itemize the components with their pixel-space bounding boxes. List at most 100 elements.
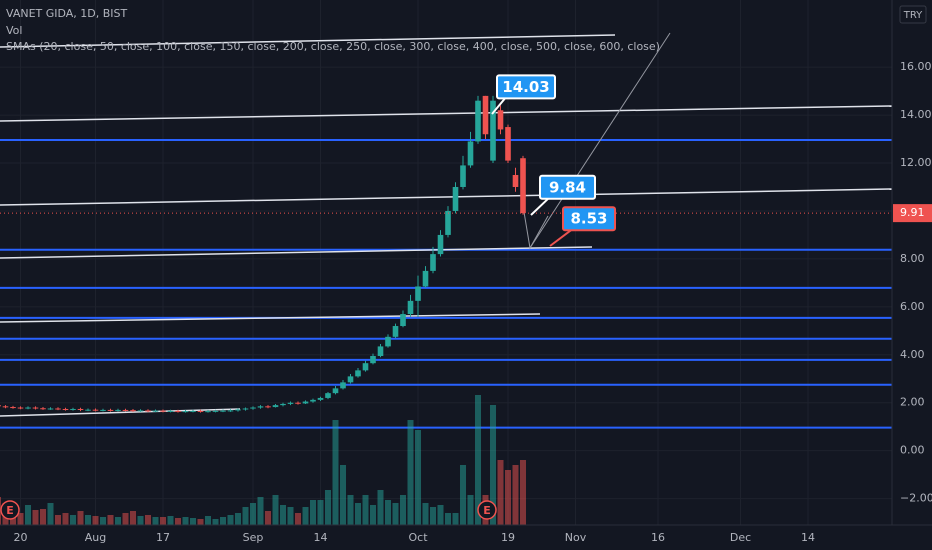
candle-body — [10, 407, 16, 409]
volume-bar — [362, 495, 369, 525]
volume-bar — [220, 517, 226, 525]
candle-body — [370, 355, 376, 364]
x-tick-label: 19 — [501, 531, 515, 544]
y-tick-label: 0.00 — [900, 444, 925, 457]
candle-body — [317, 397, 324, 400]
x-tick-label: Aug — [85, 531, 106, 544]
candle-body — [2, 406, 9, 408]
currency-box[interactable] — [899, 5, 927, 24]
volume-bar — [100, 517, 106, 525]
candle-body — [452, 186, 459, 211]
volume-bar — [422, 503, 429, 525]
earnings-icon[interactable] — [0, 500, 20, 520]
callout-label: 8.53 — [570, 210, 607, 228]
earnings-label[interactable]: E — [6, 504, 14, 517]
candle-body — [40, 408, 46, 410]
candle-body — [25, 407, 31, 409]
volume-bar — [160, 517, 166, 525]
candle-body — [77, 408, 84, 410]
candle-body — [287, 402, 294, 404]
price-axis — [892, 0, 932, 525]
y-tick-label: 14.00 — [900, 108, 932, 121]
volume-bar — [17, 513, 24, 525]
volume-bar — [40, 509, 46, 525]
candle-body — [137, 410, 144, 412]
candle-body — [355, 370, 361, 377]
volume-bar — [497, 460, 504, 525]
trend-line — [0, 313, 541, 323]
volume-bar — [70, 515, 76, 525]
earnings-label[interactable]: E — [483, 504, 491, 517]
volume-bar — [235, 513, 241, 525]
x-tick-label: 17 — [156, 531, 170, 544]
candle-body — [62, 408, 69, 410]
volume-bar — [242, 507, 249, 525]
last-price-label: 9.91 — [900, 206, 925, 219]
volume-legend: Vol — [6, 24, 22, 37]
candle-body — [362, 363, 369, 371]
path-line — [523, 211, 549, 250]
volume-bar — [355, 503, 361, 525]
candle-body — [325, 393, 331, 398]
volume-bar — [25, 505, 31, 525]
volume-bar — [167, 516, 174, 525]
candle-body — [467, 141, 474, 166]
candle-body — [482, 95, 489, 135]
candle-body — [182, 411, 189, 413]
candle-body — [107, 409, 114, 411]
volume-bar — [370, 505, 376, 525]
candle-body — [407, 300, 414, 315]
candle-body — [437, 234, 444, 255]
candle-body — [505, 127, 511, 161]
y-tick-label: −2.00 — [900, 492, 932, 505]
currency[interactable]: TRY — [903, 10, 923, 21]
volume-bar — [325, 490, 331, 525]
last-price-tag — [893, 204, 932, 223]
volume-bar — [175, 518, 181, 525]
candle-body — [497, 110, 504, 130]
candle-body — [130, 410, 136, 412]
volume-bar — [377, 490, 384, 525]
candle-body — [220, 410, 226, 412]
candle-body — [47, 408, 54, 410]
callout-pointer — [491, 97, 506, 115]
candle-body — [280, 403, 286, 406]
candle-body — [242, 408, 249, 410]
volume-bar — [182, 517, 189, 525]
volume-bar — [77, 511, 84, 525]
candle-body — [32, 407, 39, 409]
candle-body — [475, 100, 481, 142]
volume-bar — [452, 513, 459, 525]
candle-body — [85, 409, 91, 411]
volume-bar — [295, 513, 301, 525]
candle-body — [100, 409, 106, 411]
volume-bar — [107, 515, 114, 525]
volume-bar — [340, 465, 346, 525]
candle-body — [392, 326, 399, 337]
volume-bar — [32, 510, 39, 525]
candle-body — [422, 270, 429, 287]
volume-bar — [332, 420, 339, 525]
x-tick-label: 20 — [14, 531, 28, 544]
x-tick-label: 14 — [314, 531, 328, 544]
volume-bar — [302, 507, 309, 525]
x-tick-label: 16 — [651, 531, 665, 544]
earnings-icon[interactable] — [477, 500, 497, 520]
volume-bar — [227, 515, 234, 525]
candle-body — [520, 158, 526, 214]
volume-bar — [47, 503, 54, 525]
volume-bar — [272, 495, 279, 525]
trend-line — [0, 34, 616, 48]
callout-label: 9.84 — [549, 178, 586, 196]
y-tick-label: 4.00 — [900, 348, 925, 361]
callout-box — [562, 206, 616, 232]
volume-bar — [137, 516, 144, 525]
volume-bar — [520, 460, 526, 525]
candle-body — [385, 336, 391, 347]
volume-bar — [55, 515, 61, 525]
volume-bar — [287, 507, 294, 525]
candle-body — [332, 388, 339, 394]
volume-bar — [62, 513, 69, 525]
candle-body — [265, 406, 271, 408]
